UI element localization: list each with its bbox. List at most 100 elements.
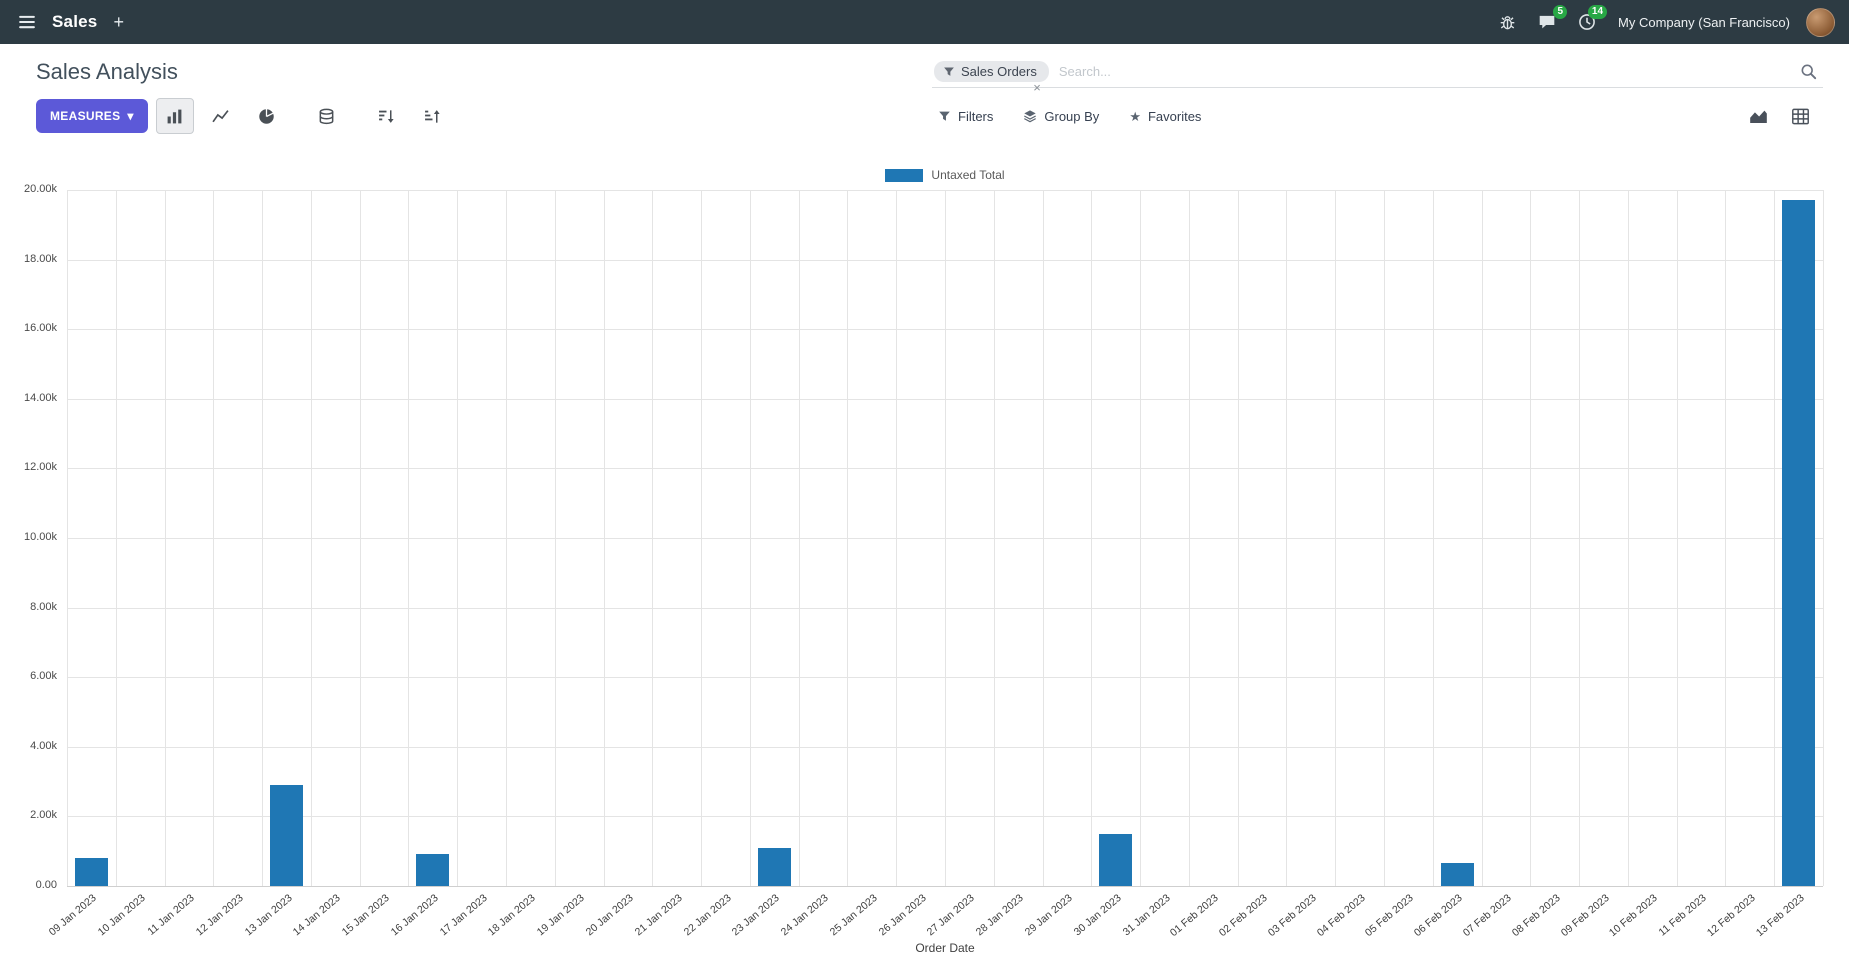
gridline-vertical — [1725, 190, 1727, 886]
stacked-database-icon — [318, 108, 335, 125]
debug-bug-button[interactable] — [1489, 0, 1526, 44]
search-facet-sales-orders[interactable]: Sales Orders × — [934, 61, 1049, 94]
control-panel-bottom-row: MEASURES ▾ — [36, 98, 1823, 134]
gridline-vertical — [1530, 190, 1532, 886]
gridline-vertical — [701, 190, 703, 886]
hamburger-icon — [18, 13, 36, 31]
top-navbar: Sales + 5 14 My Company (San Francisco) — [0, 0, 1849, 44]
gridline-vertical — [603, 190, 605, 886]
gridline-vertical — [847, 190, 849, 886]
sort-descending-button[interactable] — [368, 98, 406, 134]
messages-button[interactable]: 5 — [1528, 0, 1568, 44]
gridline-vertical — [408, 190, 410, 886]
clock-icon — [1578, 13, 1596, 31]
gridline-horizontal — [67, 886, 1823, 887]
activities-button[interactable]: 14 — [1568, 0, 1608, 44]
measures-label: MEASURES — [50, 109, 121, 123]
search-input[interactable] — [1056, 63, 1788, 80]
group-by-label: Group By — [1044, 108, 1100, 124]
bar-13-feb-2023[interactable] — [1782, 200, 1816, 886]
favorites-menu-button[interactable]: ★ Favorites — [1129, 109, 1201, 124]
y-axis-tick-label: 2.00k — [30, 809, 57, 822]
filters-menu-button[interactable]: Filters — [938, 109, 993, 124]
graph-view: Untaxed Total Order Date 20.00k 18.00k 16.… — [0, 160, 1849, 958]
y-axis-tick-label: 10.00k — [23, 531, 57, 543]
line-chart-mode-button[interactable] — [202, 98, 240, 134]
y-axis-tick-label: 4.00k — [30, 739, 57, 752]
gridline-vertical — [1676, 190, 1678, 886]
gridline-vertical — [506, 190, 507, 886]
measures-button[interactable]: MEASURES ▾ — [36, 99, 148, 133]
gridline-vertical — [213, 190, 215, 886]
bar-chart-icon — [166, 108, 183, 125]
gridline-vertical — [896, 190, 898, 886]
control-panel-top-row: Sales Analysis Sales Orders × — [36, 56, 1823, 94]
stacked-toggle-button[interactable] — [308, 98, 346, 134]
gridline-vertical — [1188, 190, 1190, 886]
gridline-vertical — [1774, 190, 1776, 886]
gridline-vertical — [1091, 190, 1093, 886]
sort-ascending-button[interactable] — [414, 98, 452, 134]
gridline-vertical — [554, 190, 556, 886]
group-by-menu-button[interactable]: Group By — [1023, 109, 1099, 124]
bar-06-feb-2023[interactable] — [1440, 863, 1474, 886]
gridline-vertical — [749, 190, 751, 886]
y-axis-tick-label: 0.00 — [35, 879, 57, 891]
search-bar[interactable]: Sales Orders × — [932, 56, 1823, 94]
pivot-view-button[interactable] — [1785, 101, 1815, 131]
view-switcher — [1743, 101, 1823, 131]
search-icon[interactable] — [1796, 63, 1821, 80]
pie-chart-icon — [258, 108, 275, 125]
gridline-vertical — [1432, 190, 1434, 886]
facet-remove-button[interactable]: × — [1033, 80, 1041, 95]
legend-color-swatch — [885, 168, 924, 182]
y-axis-tick-label: 18.00k — [23, 252, 57, 265]
legend-label: Untaxed Total — [931, 168, 1005, 182]
gridline-vertical — [1237, 190, 1239, 886]
gridline-vertical — [457, 190, 459, 886]
activities-badge: 14 — [1587, 5, 1608, 19]
bar-09-jan-2023[interactable] — [74, 858, 108, 886]
line-chart-icon — [212, 108, 229, 125]
gridline-vertical — [359, 190, 361, 886]
messages-badge: 5 — [1553, 5, 1568, 19]
bar-13-jan-2023[interactable] — [270, 785, 303, 886]
graph-view-button[interactable] — [1743, 101, 1773, 131]
user-avatar[interactable] — [1806, 7, 1835, 37]
gridline-vertical — [67, 190, 68, 886]
gridline-vertical — [1286, 190, 1288, 886]
filters-label: Filters — [958, 108, 994, 124]
filters-funnel-icon — [938, 110, 951, 123]
company-switcher[interactable]: My Company (San Francisco) — [1618, 14, 1790, 30]
bar-30-jan-2023[interactable] — [1099, 833, 1133, 886]
gridline-vertical — [1384, 190, 1385, 886]
legend-item-untaxed-total[interactable]: Untaxed Total — [67, 168, 1823, 182]
new-tab-button[interactable]: + — [113, 11, 124, 32]
bar-23-jan-2023[interactable] — [757, 848, 791, 886]
page-title: Sales Analysis — [36, 59, 178, 84]
control-panel: Sales Analysis Sales Orders × MEASURES ▾ — [0, 44, 1849, 160]
funnel-icon — [943, 66, 955, 78]
bar-16-jan-2023[interactable] — [416, 853, 450, 886]
y-axis-tick-label: 6.00k — [30, 670, 57, 683]
favorites-label: Favorites — [1147, 108, 1202, 124]
gridline-vertical — [798, 190, 800, 886]
chart-canvas: Order Date 20.00k 18.00k 16.00k 14.00k 12.00… — [0, 160, 1849, 958]
gridline-vertical — [115, 190, 117, 886]
app-name-menu[interactable]: Sales — [52, 12, 98, 31]
sort-ascending-icon — [424, 108, 441, 125]
bug-icon — [1499, 14, 1516, 31]
gridline-vertical — [262, 190, 264, 886]
gridline-vertical — [1627, 190, 1629, 886]
gridline-vertical — [1042, 190, 1044, 886]
sort-descending-icon — [378, 108, 395, 125]
layers-icon — [1023, 109, 1037, 123]
bar-chart-mode-button[interactable] — [155, 98, 194, 134]
apps-menu-button[interactable] — [8, 0, 46, 44]
pie-chart-mode-button[interactable] — [248, 98, 286, 134]
gridline-vertical — [310, 190, 312, 886]
gridline-vertical — [1335, 190, 1337, 886]
search-options-row: Filters Group By ★ Favorites — [932, 101, 1823, 131]
gridline-vertical — [1140, 190, 1142, 886]
gridline-vertical — [1481, 190, 1483, 886]
